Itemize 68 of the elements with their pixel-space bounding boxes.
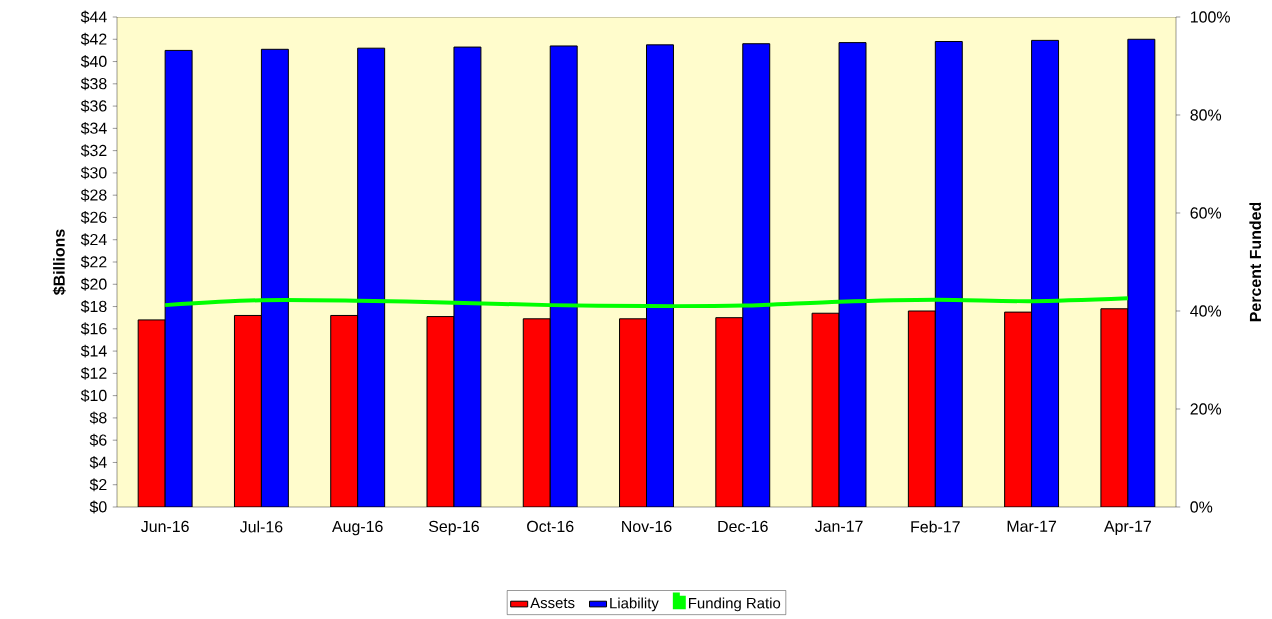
y2-tick-label: 0% <box>1190 501 1213 513</box>
bar <box>1004 311 1033 507</box>
legend-label: Funding Ratio <box>689 597 781 612</box>
x-tick-label: Oct-16 <box>527 520 574 533</box>
y-tick-label: $14 <box>80 344 107 358</box>
bar <box>453 46 482 507</box>
x-tick-label: Apr-17 <box>1103 520 1151 536</box>
legend-label: Assets <box>530 597 575 609</box>
x-tick-label: Sep-16 <box>428 520 479 536</box>
x-tick-label: Jun-16 <box>141 520 189 533</box>
bar <box>137 319 166 507</box>
y-tick-label: $2 <box>89 478 107 492</box>
y-tick-label: $28 <box>80 188 107 202</box>
y-tick-label: $10 <box>80 389 107 403</box>
bar <box>1031 39 1060 507</box>
bar <box>715 317 744 507</box>
x-tick-label: Mar-17 <box>1007 520 1057 532</box>
bar <box>164 49 193 507</box>
y-tick-label: $42 <box>80 32 107 46</box>
y-tick-label: $32 <box>80 144 107 158</box>
bar <box>1100 308 1129 507</box>
x-tick-label: Aug-16 <box>332 520 383 536</box>
bar <box>619 318 647 507</box>
x-tick-label: Jan-17 <box>814 520 863 532</box>
y-tick-label: $36 <box>80 99 107 113</box>
bar <box>357 47 386 507</box>
legend-label: Liability <box>610 597 659 612</box>
y-tick-label: $38 <box>80 77 107 91</box>
bar <box>260 48 289 507</box>
y-tick-label: $26 <box>80 211 107 224</box>
bar <box>934 41 963 507</box>
y-tick-label: $20 <box>80 277 107 291</box>
y2-tick-label: 40% <box>1190 305 1222 317</box>
y-tick-label: $30 <box>80 166 107 180</box>
y-tick-label: $12 <box>80 366 107 380</box>
y-tick-label: $16 <box>80 322 107 336</box>
y2-tick-label: 20% <box>1190 403 1222 415</box>
y-tick-label: $6 <box>89 433 107 447</box>
y2-tick-label: 80% <box>1190 109 1222 121</box>
bar <box>811 312 840 507</box>
y-tick-label: $0 <box>89 500 107 514</box>
bar <box>233 314 262 507</box>
y-tick-label: $8 <box>89 411 107 425</box>
y2-tick-label: 100% <box>1190 11 1230 23</box>
bar <box>426 316 455 507</box>
bar <box>646 44 674 507</box>
y-tick-label: $40 <box>80 55 107 68</box>
y-tick-label: $24 <box>80 233 107 247</box>
y-tick-label: $22 <box>80 255 107 269</box>
bar <box>522 318 551 507</box>
x-tick-label: Feb-17 <box>911 520 960 533</box>
x-tick-label: Nov-16 <box>622 520 672 533</box>
bar <box>1127 38 1156 507</box>
y2-axis-title: Percent Funded <box>1249 202 1262 322</box>
bar <box>838 42 867 507</box>
bar <box>549 45 578 507</box>
x-tick-label: Jul-16 <box>239 520 283 533</box>
y-tick-label: $44 <box>80 10 107 24</box>
y2-tick-label: 60% <box>1190 207 1222 219</box>
y-tick-label: $34 <box>80 121 107 135</box>
bar <box>907 310 936 507</box>
y-axis-title: $Billions <box>52 229 66 296</box>
y-tick-label: $4 <box>89 456 107 469</box>
bar <box>742 43 771 507</box>
bar <box>330 314 359 507</box>
y-tick-label: $18 <box>80 300 107 313</box>
line-series <box>163 296 1130 309</box>
x-tick-label: Dec-16 <box>718 520 768 533</box>
